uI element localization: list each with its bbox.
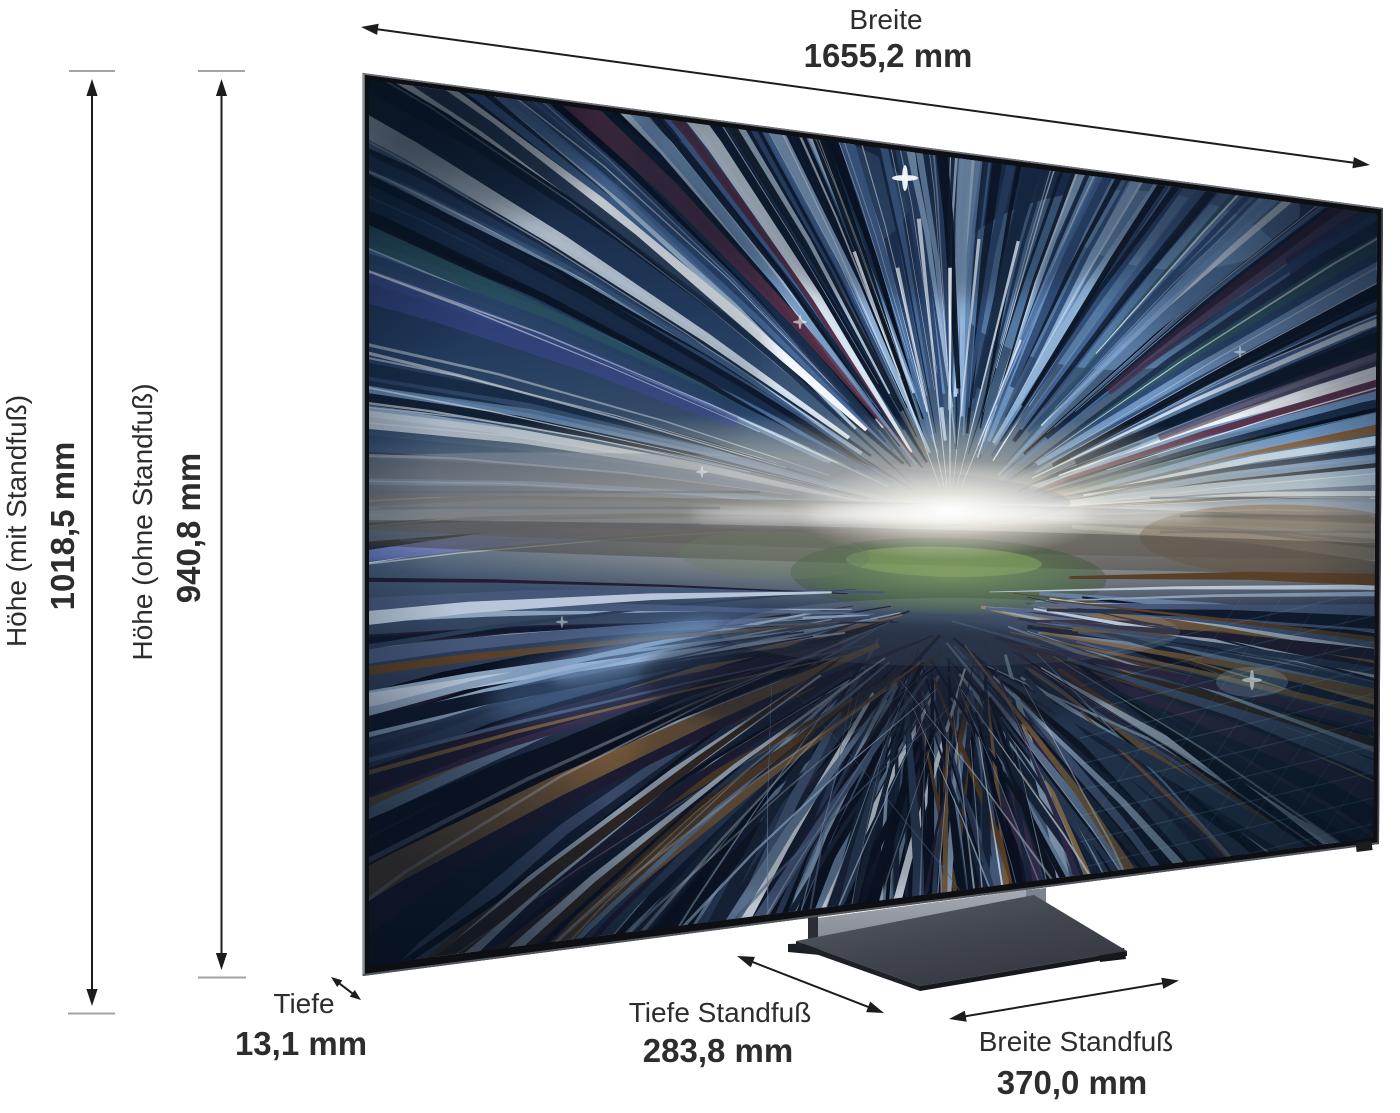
svg-text:13,1 mm: 13,1 mm [235, 1025, 367, 1062]
svg-text:Breite: Breite [849, 4, 922, 35]
svg-text:283,8 mm: 283,8 mm [643, 1032, 793, 1069]
svg-text:1655,2 mm: 1655,2 mm [804, 37, 973, 74]
svg-text:Höhe (mit Standfuß): Höhe (mit Standfuß) [1, 395, 32, 647]
svg-text:Breite Standfuß: Breite Standfuß [979, 1026, 1174, 1057]
svg-text:Höhe (ohne Standfuß): Höhe (ohne Standfuß) [127, 383, 158, 660]
svg-text:Tiefe Standfuß: Tiefe Standfuß [629, 997, 812, 1028]
svg-text:370,0 mm: 370,0 mm [997, 1064, 1147, 1101]
svg-text:Tiefe: Tiefe [273, 988, 334, 1019]
svg-text:940,8 mm: 940,8 mm [170, 453, 207, 603]
svg-text:1018,5 mm: 1018,5 mm [44, 442, 81, 611]
